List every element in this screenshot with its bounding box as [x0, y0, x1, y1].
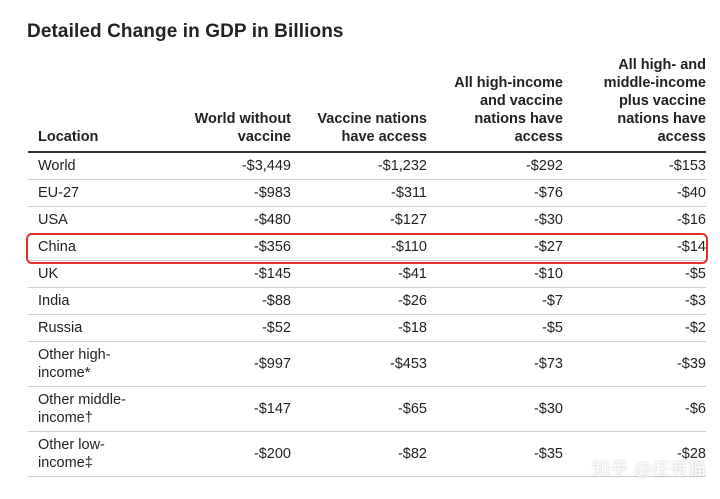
table-row-other-middle-income: Other middle- income† -$147 -$65 -$30 -$… — [28, 386, 706, 432]
cell-value: -$127 — [291, 206, 427, 234]
cell-value: -$16 — [563, 206, 706, 234]
cell-value: -$27 — [427, 233, 563, 261]
cell-location: Other high- income* — [28, 341, 168, 387]
cell-value: -$39 — [563, 341, 706, 387]
cell-value: -$35 — [427, 431, 563, 477]
cell-value: -$7 — [427, 287, 563, 315]
cell-value: -$52 — [168, 314, 291, 342]
cell-value: -$65 — [291, 386, 427, 432]
cell-location: Other middle- income† — [28, 386, 168, 432]
cell-location: World — [28, 152, 168, 180]
table-row-china: China -$356 -$110 -$27 -$14 — [28, 233, 706, 261]
cell-location: EU-27 — [28, 179, 168, 207]
table-row-other-low-income: Other low- income‡ -$200 -$82 -$35 -$28 — [28, 431, 706, 477]
cell-location: Other low- income‡ — [28, 431, 168, 477]
table-row-russia: Russia -$52 -$18 -$5 -$2 — [28, 314, 706, 342]
cell-location: India — [28, 287, 168, 315]
cell-location: Russia — [28, 314, 168, 342]
cell-value: -$110 — [291, 233, 427, 261]
column-header-high-middle-income: All high- and middle-income plus vaccine… — [563, 56, 706, 153]
column-header-location: Location — [28, 56, 168, 153]
cell-value: -$145 — [168, 260, 291, 288]
cell-value: -$26 — [291, 287, 427, 315]
cell-value: -$76 — [427, 179, 563, 207]
table-row-other-high-income: Other high- income* -$997 -$453 -$73 -$3… — [28, 341, 706, 387]
cell-location: UK — [28, 260, 168, 288]
table-row-world: World -$3,449 -$1,232 -$292 -$153 — [28, 152, 706, 180]
cell-value: -$997 — [168, 341, 291, 387]
cell-value: -$18 — [291, 314, 427, 342]
cell-value: -$5 — [427, 314, 563, 342]
cell-value: -$73 — [427, 341, 563, 387]
cell-value: -$311 — [291, 179, 427, 207]
page-title: Detailed Change in GDP in Billions — [27, 21, 344, 42]
cell-value: -$983 — [168, 179, 291, 207]
table-row-uk: UK -$145 -$41 -$10 -$5 — [28, 260, 706, 288]
table-row-eu27: EU-27 -$983 -$311 -$76 -$40 — [28, 179, 706, 207]
cell-value: -$3 — [563, 287, 706, 315]
gdp-table: Location World without vaccine Vaccine n… — [28, 56, 706, 477]
cell-value: -$200 — [168, 431, 291, 477]
watermark: 知乎 @庄有猫 — [592, 459, 706, 480]
cell-value: -$14 — [563, 233, 706, 261]
cell-value: -$153 — [563, 152, 706, 180]
column-header-vaccine-nations: Vaccine nations have access — [291, 56, 427, 153]
table-row-india: India -$88 -$26 -$7 -$3 — [28, 287, 706, 315]
cell-value: -$453 — [291, 341, 427, 387]
cell-value: -$292 — [427, 152, 563, 180]
cell-value: -$82 — [291, 431, 427, 477]
cell-value: -$28 — [563, 431, 706, 477]
cell-value: -$30 — [427, 206, 563, 234]
table-header-row: Location World without vaccine Vaccine n… — [28, 56, 706, 153]
column-header-high-income: All high-income and vaccine nations have… — [427, 56, 563, 153]
cell-location: China — [28, 233, 168, 261]
cell-value: -$356 — [168, 233, 291, 261]
cell-value: -$2 — [563, 314, 706, 342]
cell-location: USA — [28, 206, 168, 234]
cell-value: -$10 — [427, 260, 563, 288]
cell-value: -$40 — [563, 179, 706, 207]
table-row-usa: USA -$480 -$127 -$30 -$16 — [28, 206, 706, 234]
cell-value: -$41 — [291, 260, 427, 288]
cell-value: -$1,232 — [291, 152, 427, 180]
cell-value: -$6 — [563, 386, 706, 432]
cell-value: -$88 — [168, 287, 291, 315]
cell-value: -$5 — [563, 260, 706, 288]
cell-value: -$3,449 — [168, 152, 291, 180]
cell-value: -$480 — [168, 206, 291, 234]
cell-value: -$30 — [427, 386, 563, 432]
cell-value: -$147 — [168, 386, 291, 432]
column-header-world-without-vaccine: World without vaccine — [168, 56, 291, 153]
